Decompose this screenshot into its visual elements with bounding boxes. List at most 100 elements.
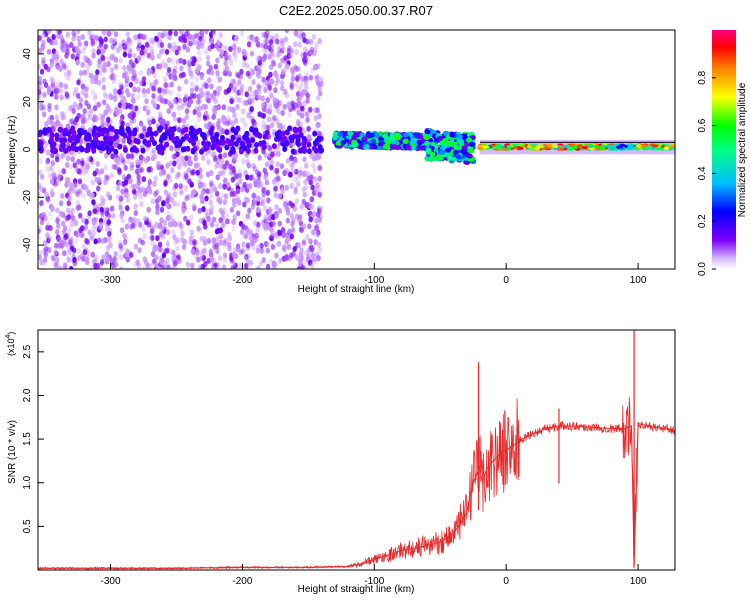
heatmap-cell — [304, 48, 310, 55]
heatmap-cell — [215, 158, 221, 165]
heatmap-cell — [81, 48, 86, 55]
heatmap-cell — [156, 53, 162, 60]
heatmap-cell — [94, 116, 99, 123]
heatmap-cell — [63, 83, 68, 90]
heatmap-cell — [98, 51, 103, 58]
heatmap-cell — [385, 139, 392, 145]
heatmap-cell — [226, 231, 232, 238]
heatmap-cell — [67, 137, 73, 144]
heatmap-cell — [218, 182, 223, 189]
heatmap-cell — [58, 82, 64, 89]
heatmap-cell — [255, 41, 261, 48]
heatmap-cell — [161, 47, 166, 54]
heatmap-cell — [313, 147, 319, 154]
heatmap-cell — [209, 69, 215, 76]
heatmap-cell — [277, 207, 283, 214]
heatmap-cell — [50, 205, 55, 212]
heatmap-cell — [428, 155, 435, 161]
snr-y-tick-label: 1.0 — [22, 475, 33, 489]
heatmap-cell — [219, 208, 225, 215]
heatmap-x-tick-label: -200 — [232, 275, 252, 286]
heatmap-cell — [282, 170, 287, 177]
heatmap-cell — [80, 160, 85, 167]
heatmap-cell — [50, 78, 55, 85]
heatmap-cell — [269, 92, 275, 99]
heatmap-cell — [195, 169, 200, 176]
heatmap-cell — [39, 212, 44, 219]
snr-y-tick-label: 2.5 — [22, 344, 33, 358]
heatmap-cell — [140, 239, 145, 246]
heatmap-cell — [121, 137, 126, 144]
heatmap-cell — [224, 144, 230, 151]
heatmap-cell — [282, 169, 288, 176]
heatmap-cell — [286, 64, 291, 71]
heatmap-cell — [89, 192, 94, 199]
heatmap-cell — [167, 177, 173, 184]
heatmap-cell — [446, 140, 453, 146]
heatmap-cell — [207, 121, 213, 128]
heatmap-cell — [285, 157, 291, 164]
heatmap-cell — [82, 249, 88, 256]
heatmap-cell — [157, 31, 162, 38]
heatmap-cell — [159, 258, 164, 265]
heatmap-cell — [245, 213, 251, 220]
heatmap-cell — [309, 46, 315, 53]
heatmap-cell — [215, 70, 220, 77]
heatmap-cell — [274, 72, 279, 79]
heatmap-cell — [253, 147, 259, 154]
heatmap-cell — [67, 195, 72, 202]
heatmap-cell — [150, 251, 156, 258]
heatmap-cell — [274, 131, 280, 138]
heatmap-cell — [175, 157, 181, 164]
heatmap-cell — [75, 232, 80, 239]
heatmap-cell — [290, 160, 295, 167]
heatmap-cell — [243, 51, 248, 58]
heatmap-cell — [113, 87, 118, 94]
heatmap-cell — [133, 210, 139, 217]
heatmap-cell — [190, 81, 195, 88]
heatmap-cell — [263, 240, 269, 247]
heatmap-cell — [245, 228, 251, 235]
heatmap-cell — [249, 105, 254, 112]
heatmap-cell — [203, 48, 209, 55]
heatmap-cell — [288, 171, 293, 178]
heatmap-cell — [70, 207, 75, 214]
heatmap-cell — [87, 30, 92, 36]
heatmap-cell — [51, 78, 56, 85]
heatmap-cell — [179, 188, 184, 195]
heatmap-cell — [154, 221, 159, 228]
heatmap-cell — [275, 77, 281, 84]
heatmap-cell — [468, 141, 475, 147]
heatmap-cell — [280, 186, 285, 193]
heatmap-cell — [242, 99, 247, 106]
heatmap-cell — [76, 104, 81, 111]
heatmap-cell — [246, 41, 252, 48]
heatmap-cell — [219, 162, 224, 169]
heatmap-cell — [296, 109, 301, 116]
heatmap-cell — [208, 129, 214, 136]
heatmap-cell — [275, 181, 280, 188]
heatmap-cell — [100, 237, 105, 244]
heatmap-cell — [171, 249, 176, 256]
heatmap-cell — [182, 238, 187, 245]
heatmap-cell — [663, 146, 670, 150]
heatmap-cell — [71, 215, 76, 222]
heatmap-cell — [290, 220, 295, 227]
heatmap-cell — [280, 189, 285, 196]
heatmap-cell — [180, 155, 185, 162]
heatmap-cell — [200, 131, 206, 138]
heatmap-cell — [42, 260, 47, 267]
heatmap-cell — [307, 223, 312, 230]
heatmap-cell — [284, 30, 290, 34]
heatmap-cell — [299, 112, 305, 119]
heatmap-cell — [263, 38, 268, 45]
heatmap-cell — [189, 87, 195, 94]
heatmap-cell — [90, 251, 95, 258]
heatmap-cell — [97, 177, 102, 184]
heatmap-cell — [389, 144, 396, 150]
heatmap-cell — [222, 70, 227, 77]
heatmap-cell — [232, 112, 237, 119]
heatmap-cell — [124, 251, 129, 258]
heatmap-cell — [232, 51, 237, 58]
